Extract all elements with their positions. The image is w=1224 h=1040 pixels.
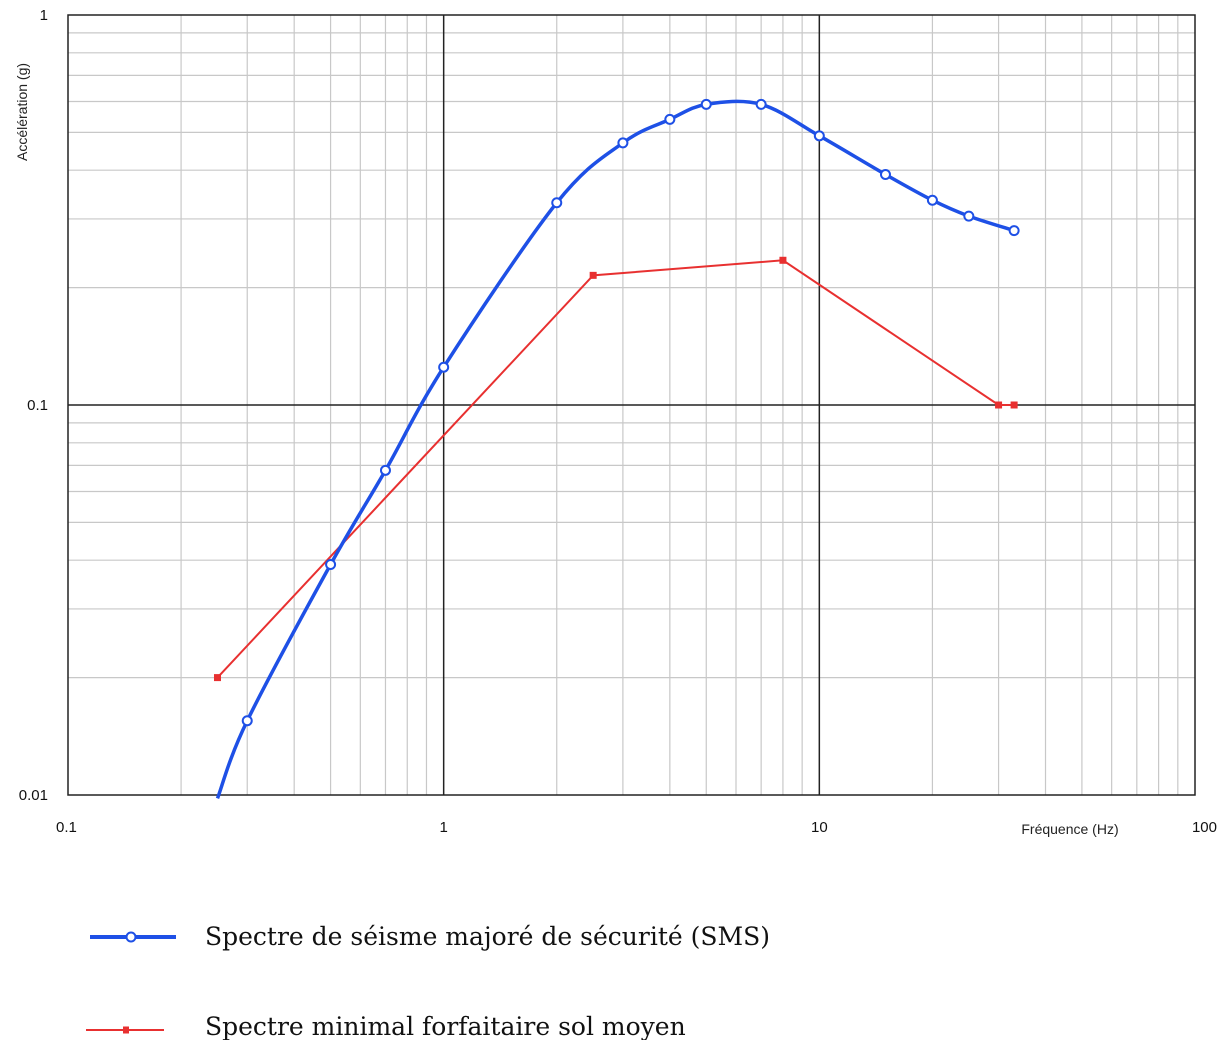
sms-point [1008, 225, 1020, 237]
sms-point [325, 558, 337, 570]
x-tick-label: 0.1 [56, 819, 77, 836]
minimal-point [213, 674, 221, 682]
x-tick-labels: 0.1 1 10 100 [56, 819, 1217, 836]
minimal-point [779, 256, 787, 264]
y-tick-labels: 0.01 0.1 1 [19, 7, 48, 804]
y-tick-label: 0.1 [27, 397, 48, 414]
x-tick-label: 100 [1192, 819, 1217, 836]
sms-point [700, 98, 712, 110]
y-axis-label: Accélération (g) [14, 63, 30, 161]
x-axis-label: Fréquence (Hz) [1021, 821, 1118, 837]
sms-point [617, 137, 629, 149]
sms-point [813, 130, 825, 142]
legend-item-minimal: Spectre minimal forfaitaire sol moyen [86, 1012, 686, 1040]
sms-point [438, 361, 450, 373]
legend-swatch-marker [125, 931, 137, 943]
legend-label-minimal: Spectre minimal forfaitaire sol moyen [205, 1012, 686, 1040]
sms-point [879, 168, 891, 180]
x-tick-label: 1 [439, 819, 447, 836]
sms-point [664, 113, 676, 125]
y-tick-label: 0.01 [19, 787, 48, 804]
legend-label-sms: Spectre de séisme majoré de sécurité (SM… [205, 922, 770, 951]
plot-frame [67, 14, 1196, 796]
sms-point [379, 464, 391, 476]
legend-swatch-marker [123, 1026, 129, 1034]
sms-point [926, 194, 938, 206]
sms-point [963, 210, 975, 222]
minimal-point [1010, 401, 1018, 409]
legend: Spectre de séisme majoré de sécurité (SM… [86, 922, 770, 1040]
sms-point [241, 715, 253, 727]
sms-point [755, 98, 767, 110]
legend-item-sms: Spectre de séisme majoré de sécurité (SM… [90, 922, 770, 951]
series-layer [213, 98, 1020, 800]
minimal-point [589, 271, 597, 279]
y-tick-label: 1 [40, 7, 48, 24]
sms-point [551, 197, 563, 209]
minimal-point [995, 401, 1003, 409]
x-tick-label: 10 [811, 819, 828, 836]
